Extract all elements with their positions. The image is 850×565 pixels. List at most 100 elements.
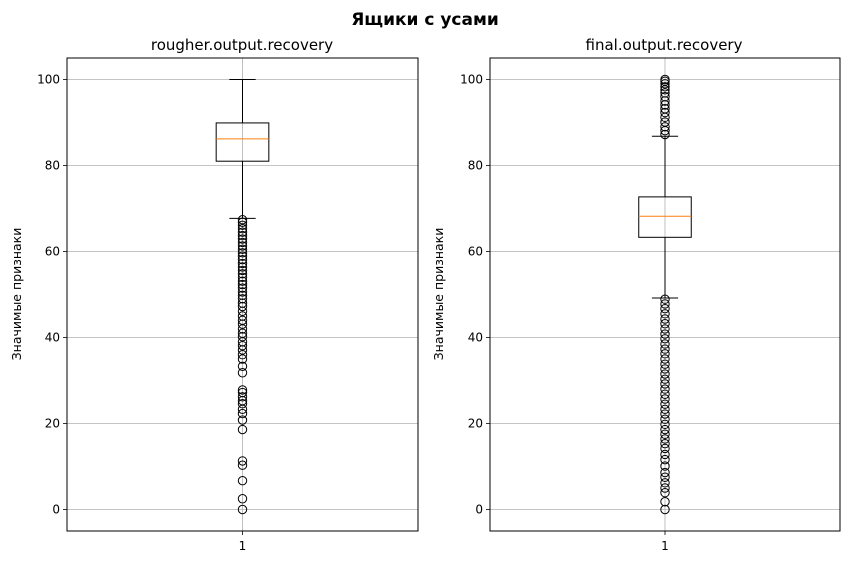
flier-point <box>660 399 670 409</box>
flier-point <box>660 374 670 384</box>
flier-point <box>660 379 670 389</box>
flier-point <box>660 329 670 339</box>
y-tick-label: 20 <box>468 417 483 431</box>
flier-point <box>660 303 670 314</box>
flier-point <box>660 439 670 449</box>
flier-point <box>660 467 670 478</box>
flier-point <box>660 354 670 364</box>
flier-point <box>237 272 248 282</box>
flier-point <box>660 334 670 344</box>
flier-point <box>660 478 670 488</box>
flier-point <box>237 290 248 301</box>
flier-point <box>237 387 248 398</box>
flier-point <box>237 415 248 425</box>
y-axis-label: Значимые признаки <box>9 228 24 361</box>
y-tick-label: 100 <box>460 73 483 87</box>
flier-point <box>660 104 670 114</box>
flier-point <box>660 389 670 399</box>
flier-point <box>660 454 670 465</box>
x-tick-label: 1 <box>661 539 669 553</box>
y-tick-label: 100 <box>37 73 60 87</box>
flier-point <box>237 265 248 276</box>
flier-point <box>660 339 670 349</box>
flier-point <box>660 314 670 324</box>
flier-point <box>660 309 670 319</box>
flier-point <box>660 299 670 309</box>
flier-point <box>660 117 670 127</box>
flier-point <box>237 287 248 297</box>
flier-point <box>237 494 248 504</box>
flier-point <box>660 424 670 435</box>
flier-point <box>237 251 248 261</box>
flier-point <box>660 409 670 419</box>
flier-point <box>237 315 248 325</box>
flier-point <box>237 283 248 293</box>
flier-point <box>237 217 248 227</box>
box-iqr <box>638 196 692 238</box>
box-iqr <box>215 122 270 162</box>
flier-point <box>660 429 670 439</box>
flier-point <box>660 107 670 118</box>
flier-point <box>237 237 248 248</box>
plot-area: 0 20 40 60 80 100 1 <box>37 57 419 553</box>
flier-point <box>237 460 248 470</box>
flier-point <box>237 368 248 378</box>
flier-point <box>237 301 248 312</box>
flier-point <box>237 279 248 290</box>
axes-title: final.output.recovery <box>586 36 743 54</box>
flier-point <box>237 340 248 351</box>
flier-point <box>237 294 248 304</box>
subplot-rougher: rougher.output.recovery Значимые признак… <box>9 36 419 553</box>
flier-point <box>237 224 248 234</box>
subplot-final: final.output.recovery Значимые признаки … <box>431 36 841 553</box>
y-tick-label: 80 <box>468 159 483 173</box>
flier-point <box>237 361 248 372</box>
flier-point <box>237 220 248 230</box>
flier-point <box>237 258 248 269</box>
flier-point <box>660 88 670 98</box>
y-tick-label: 40 <box>468 331 483 345</box>
flier-point <box>237 408 248 419</box>
flier-point <box>237 504 248 515</box>
flier-point <box>660 449 670 460</box>
flier-point <box>660 82 670 92</box>
flier-point <box>660 92 670 102</box>
flier-point <box>237 234 248 244</box>
y-tick-label: 60 <box>468 245 483 259</box>
flier-point <box>660 443 670 454</box>
y-tick-label: 0 <box>475 503 483 517</box>
plot-area: 0 20 40 60 80 100 1 <box>460 57 841 553</box>
axes-frame <box>489 57 841 532</box>
flier-point <box>660 369 670 379</box>
flier-point <box>660 483 670 493</box>
flier-point <box>660 488 670 498</box>
flier-point <box>237 331 248 342</box>
flier-point <box>237 392 248 402</box>
flier-point <box>237 262 248 272</box>
y-axis-label: Значимые признаки <box>431 228 446 361</box>
flier-point <box>237 385 248 395</box>
flier-point <box>660 294 670 304</box>
flier-point <box>660 461 670 471</box>
flier-point <box>237 298 248 308</box>
flier-point <box>237 254 248 265</box>
flier-point <box>237 244 248 255</box>
axes-frame <box>66 57 419 532</box>
flier-point <box>660 472 670 482</box>
flier-point <box>660 359 670 369</box>
axes-title: rougher.output.recovery <box>151 36 333 54</box>
flier-point <box>660 504 670 515</box>
flier-point <box>237 350 248 360</box>
flier-point <box>660 384 670 394</box>
flier-point <box>660 497 670 507</box>
flier-point <box>237 311 248 321</box>
flier-point <box>237 227 248 237</box>
flier-point <box>660 129 670 140</box>
flier-point <box>237 475 248 486</box>
y-tick-label: 80 <box>45 159 60 173</box>
flier-point <box>660 74 670 85</box>
flier-point <box>237 241 248 251</box>
flier-point <box>660 364 670 374</box>
flier-point <box>237 399 248 409</box>
